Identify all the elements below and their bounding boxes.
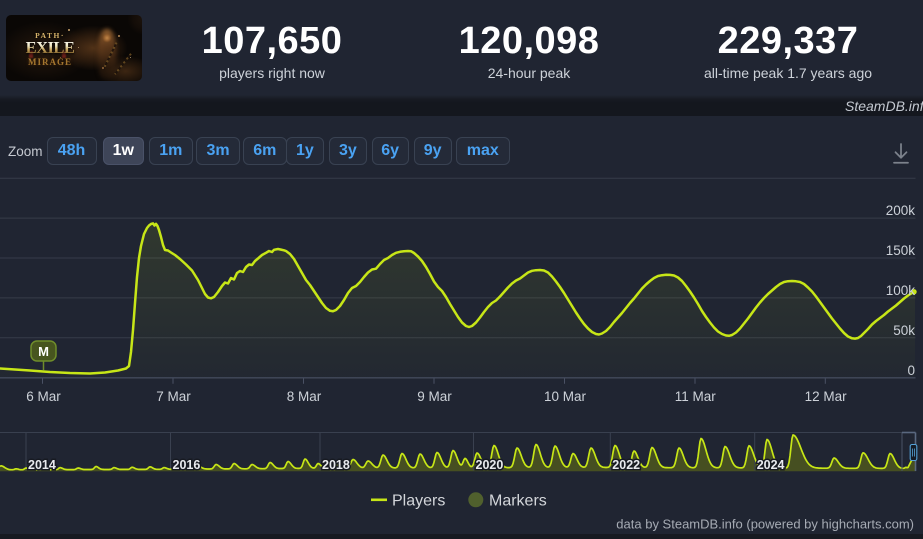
svg-text:50k: 50k [893,323,915,338]
svg-text:8 Mar: 8 Mar [287,389,322,404]
svg-text:2024: 2024 [757,458,785,472]
svg-text:10 Mar: 10 Mar [544,389,587,404]
svg-text:2016: 2016 [173,458,201,472]
svg-text:6 Mar: 6 Mar [26,389,61,404]
svg-text:Players: Players [392,493,445,510]
svg-text:9 Mar: 9 Mar [417,389,452,404]
svg-text:12 Mar: 12 Mar [805,389,848,404]
svg-text:M: M [38,344,49,359]
svg-text:7 Mar: 7 Mar [156,389,191,404]
svg-text:Markers: Markers [489,493,547,510]
svg-text:200k: 200k [886,203,916,218]
svg-text:11 Mar: 11 Mar [675,389,717,404]
svg-text:data by SteamDB.info (powered: data by SteamDB.info (powered by highcha… [616,517,914,532]
svg-text:2014: 2014 [28,458,56,472]
svg-text:0: 0 [907,363,915,378]
svg-text:100k: 100k [886,283,916,298]
svg-text:2022: 2022 [612,458,640,472]
svg-text:150k: 150k [886,243,916,258]
svg-text:2018: 2018 [322,458,350,472]
svg-text:2020: 2020 [476,458,504,472]
